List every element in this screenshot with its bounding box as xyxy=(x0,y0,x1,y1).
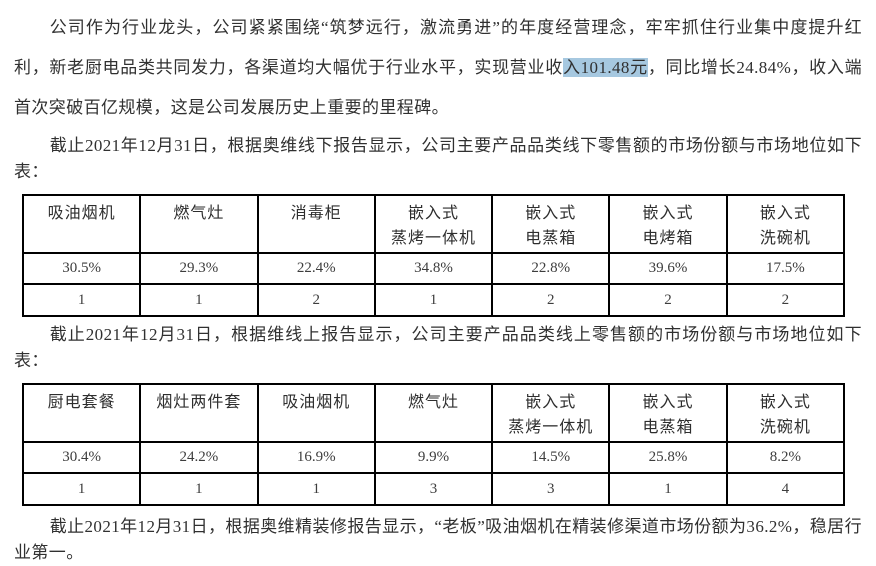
table-cell: 1 xyxy=(139,283,259,317)
intro-paragraph: 公司作为行业龙头，公司紧紧围绕“筑梦远行，激流勇进”的年度经营理念，牢牢抓住行业… xyxy=(14,8,862,128)
table-cell: 3 xyxy=(491,472,611,506)
offline-rank-row: 1 1 2 1 2 2 2 xyxy=(21,283,846,317)
table-cell: 2 xyxy=(608,283,728,317)
offline-table-caption: 截止2021年12月31日，根据奥维线下报告显示，公司主要产品品类线下零售额的市… xyxy=(14,136,862,181)
table-cell: 30.4% xyxy=(21,441,142,474)
table-header-cell: 吸油烟机 xyxy=(21,194,142,254)
intro-text-after: ，同比增长24.84%，收入端首次突破百亿规模，这是公司发展历史上重要的里程碑。 xyxy=(14,58,862,117)
table-header-cell: 燃气灶 xyxy=(139,194,259,254)
table-cell: 1 xyxy=(608,472,728,506)
online-market-table: 厨电套餐 烟灶两件套 吸油烟机 燃气灶 嵌入式 蒸烤一体机 嵌入式 电蒸箱 嵌入… xyxy=(21,383,846,506)
table-header-cell: 嵌入式 洗碗机 xyxy=(725,383,846,443)
table-cell: 3 xyxy=(373,472,494,506)
closing-paragraph: 截止2021年12月31日，根据奥维精装修报告显示，“老板”吸油烟机在精装修渠道… xyxy=(14,517,862,562)
table-cell: 30.5% xyxy=(21,252,142,285)
offline-header-row: 吸油烟机 燃气灶 消毒柜 嵌入式 蒸烤一体机 嵌入式 电蒸箱 嵌入式 电烤箱 嵌… xyxy=(21,194,846,254)
table-header-cell: 嵌入式 电烤箱 xyxy=(608,194,728,254)
table-header-cell: 嵌入式 蒸烤一体机 xyxy=(373,194,494,254)
table-cell: 29.3% xyxy=(139,252,259,285)
table-cell: 16.9% xyxy=(256,441,376,474)
table-cell: 2 xyxy=(725,283,846,317)
table-header-cell: 燃气灶 xyxy=(373,383,494,443)
table-header-cell: 烟灶两件套 xyxy=(139,383,259,443)
online-header-row: 厨电套餐 烟灶两件套 吸油烟机 燃气灶 嵌入式 蒸烤一体机 嵌入式 电蒸箱 嵌入… xyxy=(21,383,846,443)
table-cell: 14.5% xyxy=(491,441,611,474)
online-share-row: 30.4% 24.2% 16.9% 9.9% 14.5% 25.8% 8.2% xyxy=(21,441,846,474)
table-header-cell: 吸油烟机 xyxy=(256,383,376,443)
table-cell: 2 xyxy=(491,283,611,317)
table-cell: 17.5% xyxy=(725,252,846,285)
table-cell: 24.2% xyxy=(139,441,259,474)
table-cell: 39.6% xyxy=(608,252,728,285)
table-cell: 22.8% xyxy=(491,252,611,285)
online-rank-row: 1 1 1 3 3 1 4 xyxy=(21,472,846,506)
table-cell: 9.9% xyxy=(373,441,494,474)
online-table-caption: 截止2021年12月31日，根据维线上报告显示，公司主要产品品类线上零售额的市场… xyxy=(14,325,862,370)
table-header-cell: 嵌入式 蒸烤一体机 xyxy=(491,383,611,443)
intro-text-before: 公司作为行业龙头，公司紧紧围绕“筑梦远行，激流勇进”的年度经营理念，牢牢抓住行业… xyxy=(14,18,862,77)
table-cell: 1 xyxy=(139,472,259,506)
table-cell: 8.2% xyxy=(725,441,846,474)
document-page: 公司作为行业龙头，公司紧紧围绕“筑梦远行，激流勇进”的年度经营理念，牢牢抓住行业… xyxy=(14,8,862,562)
table-cell: 1 xyxy=(256,472,376,506)
table-header-cell: 嵌入式 洗碗机 xyxy=(725,194,846,254)
table-cell: 1 xyxy=(21,283,142,317)
revenue-highlight: 入101.48元 xyxy=(562,58,648,77)
table-cell: 1 xyxy=(21,472,142,506)
table-cell: 1 xyxy=(373,283,494,317)
table-cell: 34.8% xyxy=(373,252,494,285)
offline-market-table: 吸油烟机 燃气灶 消毒柜 嵌入式 蒸烤一体机 嵌入式 电蒸箱 嵌入式 电烤箱 嵌… xyxy=(21,194,846,317)
table-header-cell: 嵌入式 电蒸箱 xyxy=(608,383,728,443)
table-cell: 2 xyxy=(256,283,376,317)
table-cell: 22.4% xyxy=(256,252,376,285)
table-header-cell: 嵌入式 电蒸箱 xyxy=(491,194,611,254)
table-cell: 4 xyxy=(725,472,846,506)
table-cell: 25.8% xyxy=(608,441,728,474)
table-header-cell: 消毒柜 xyxy=(256,194,376,254)
table-header-cell: 厨电套餐 xyxy=(21,383,142,443)
offline-share-row: 30.5% 29.3% 22.4% 34.8% 22.8% 39.6% 17.5… xyxy=(21,252,846,285)
